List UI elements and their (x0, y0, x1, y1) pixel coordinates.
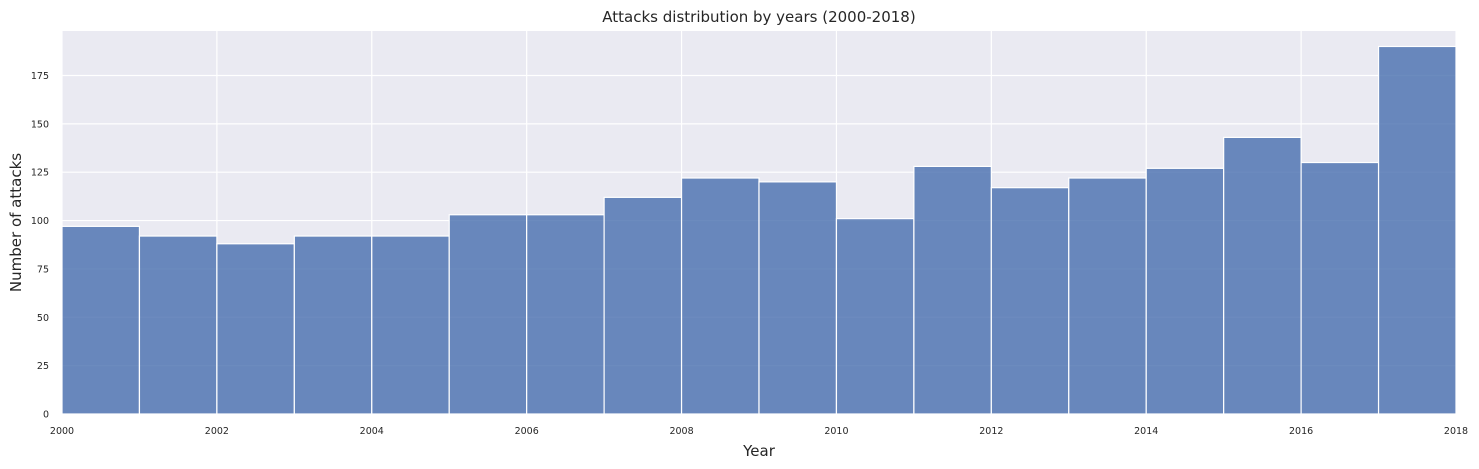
bars (61, 45, 1457, 415)
histogram-bar (448, 214, 528, 415)
histogram-bar (526, 214, 605, 415)
y-tick-label: 75 (37, 264, 49, 275)
x-tick-label: 2016 (1289, 426, 1313, 437)
y-tick-label: 0 (43, 410, 49, 421)
histogram-bar (1068, 177, 1147, 415)
histogram-bar (1223, 136, 1302, 415)
histogram-bar (1377, 45, 1457, 415)
x-tick-label: 2012 (979, 426, 1003, 437)
histogram-bar (913, 165, 992, 415)
x-axis-label: Year (742, 442, 776, 460)
y-tick-label: 125 (31, 168, 49, 179)
histogram-bar (371, 235, 450, 415)
y-tick-label: 50 (37, 313, 49, 324)
x-tick-label: 2000 (50, 426, 74, 437)
histogram-bar (1145, 167, 1225, 415)
histogram-bar (680, 177, 760, 415)
histogram-bar (293, 235, 373, 415)
x-tick-label: 2006 (515, 426, 539, 437)
histogram-bar (758, 181, 838, 415)
y-tick-label: 100 (31, 216, 49, 227)
y-tick-label: 25 (37, 361, 49, 372)
x-tick-label: 2010 (824, 426, 848, 437)
histogram-bar (603, 196, 683, 415)
y-axis-label: Number of attacks (7, 153, 25, 292)
y-tick-label: 175 (31, 71, 49, 82)
histogram-bar (990, 187, 1070, 415)
y-tick-labels: 0 25 50 75 100 125 150 175 (31, 71, 49, 421)
histogram-bar (216, 243, 295, 415)
x-tick-label: 2002 (205, 426, 229, 437)
x-tick-label: 2014 (1134, 426, 1158, 437)
histogram-bar (138, 235, 218, 415)
chart-title: Attacks distribution by years (2000-2018… (602, 8, 915, 26)
histogram-bar (835, 218, 915, 415)
histogram-bar (61, 225, 141, 415)
x-tick-labels: 2000 2002 2004 2006 2008 2010 2012 2014 2016 2018 (50, 426, 1468, 437)
y-tick-label: 150 (31, 119, 49, 130)
x-tick-label: 2004 (360, 426, 384, 437)
x-tick-label: 2008 (669, 426, 693, 437)
histogram-bar (1300, 161, 1380, 415)
x-tick-label: 2018 (1444, 426, 1468, 437)
